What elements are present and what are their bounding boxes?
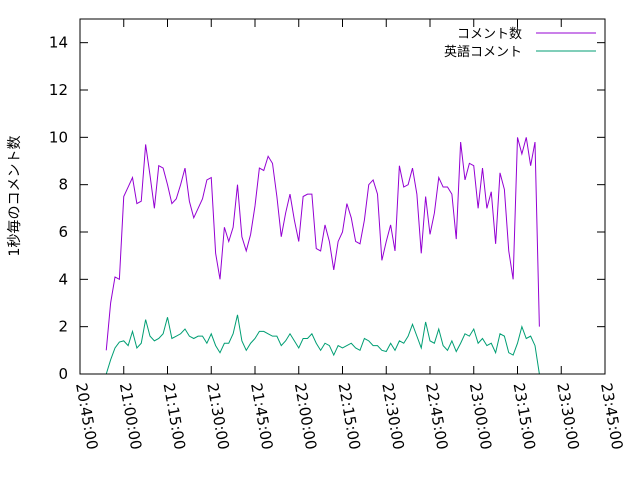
y-tick-label: 4 <box>58 270 68 288</box>
x-tick-label: 22:15:00 <box>335 382 364 451</box>
x-tick-label: 21:45:00 <box>247 382 276 451</box>
series-line-1 <box>105 137 540 351</box>
legend-label-1: コメント数 <box>457 27 522 42</box>
y-tick-label: 8 <box>58 176 68 194</box>
x-tick-label: 23:45:00 <box>597 382 626 451</box>
x-tick-label: 23:30:00 <box>553 382 582 451</box>
legend-label-2: 英語コメント <box>444 44 522 60</box>
x-tick-label: 21:00:00 <box>116 382 145 451</box>
y-axis-label: 1秒毎のコメント数 <box>7 136 23 257</box>
y-tick-label: 6 <box>58 223 68 241</box>
y-tick-label: 0 <box>58 365 68 383</box>
x-tick-label: 23:15:00 <box>510 382 539 451</box>
y-tick-label: 2 <box>58 318 68 336</box>
y-tick-label: 12 <box>49 81 68 99</box>
series-lines <box>105 137 540 375</box>
y-axis-ticks: 0 2 4 6 8 10 12 14 <box>49 34 605 383</box>
x-tick-label: 22:00:00 <box>291 382 320 451</box>
y-tick-label: 10 <box>49 128 68 146</box>
plot-frame <box>79 18 606 375</box>
x-tick-label: 21:15:00 <box>160 382 189 451</box>
x-tick-label: 20:45:00 <box>72 382 101 451</box>
x-tick-label: 21:30:00 <box>203 382 232 451</box>
y-tick-label: 14 <box>49 34 68 52</box>
series-line-2 <box>105 314 540 375</box>
x-tick-label: 22:30:00 <box>378 382 407 451</box>
x-tick-label: 23:00:00 <box>466 382 495 451</box>
x-axis-ticks: 20:45:00 21:00:00 21:15:00 21:30:00 21:45:00… <box>72 19 626 451</box>
x-tick-label: 22:45:00 <box>422 382 451 451</box>
